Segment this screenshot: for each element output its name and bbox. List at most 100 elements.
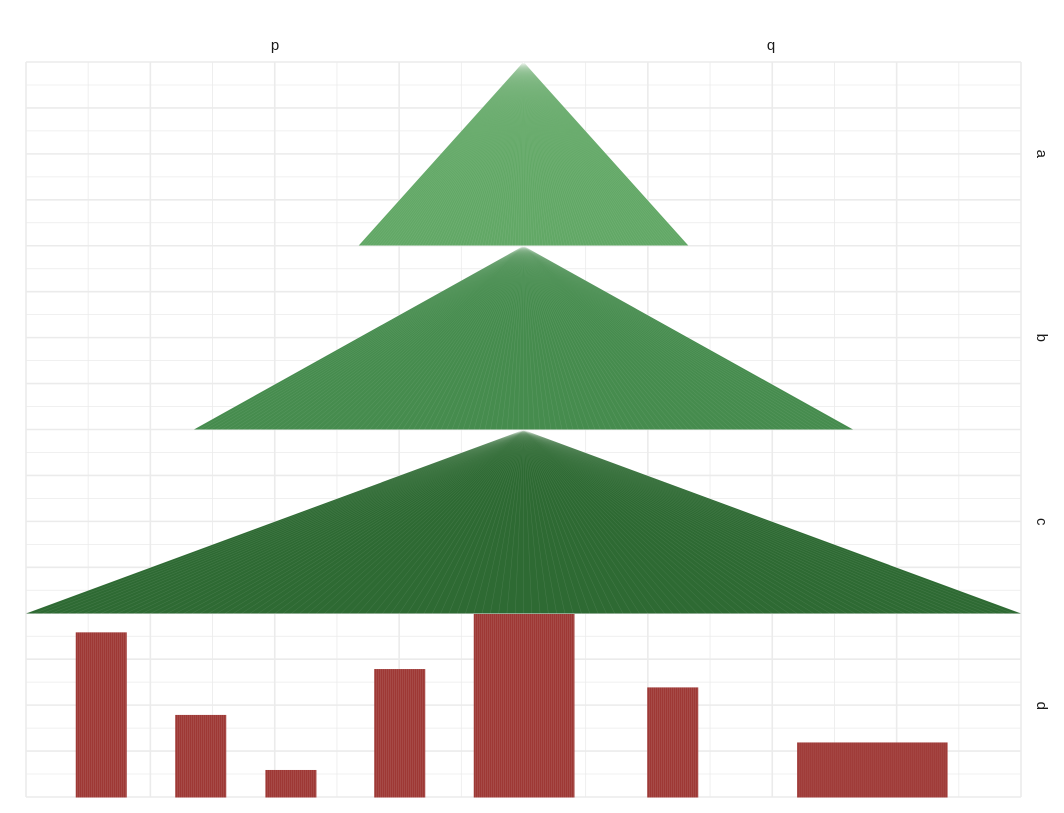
tree-fan-line bbox=[523, 61, 585, 246]
tree-fan-line bbox=[448, 429, 524, 614]
tree-fan-line bbox=[523, 245, 568, 430]
tree-fan-line bbox=[523, 245, 563, 430]
tree-fan-line bbox=[523, 429, 1005, 614]
tree-fan-line bbox=[523, 61, 683, 246]
tree-fan-line bbox=[199, 245, 524, 430]
tree-fan-line bbox=[523, 429, 930, 614]
tree-fan-line bbox=[191, 429, 524, 614]
tree-fan-line bbox=[456, 429, 524, 614]
tree-fan-line bbox=[523, 61, 604, 246]
tree-fan-line bbox=[523, 429, 939, 614]
tree-fan-line bbox=[493, 61, 524, 246]
tree-fan-line bbox=[523, 429, 615, 614]
tree-fan-line bbox=[34, 429, 524, 614]
tree-fan-line bbox=[523, 245, 815, 430]
tree-fan-line bbox=[523, 245, 640, 430]
tree-fan-line bbox=[523, 429, 972, 614]
tree-fan-line bbox=[523, 61, 593, 246]
tree-fan-line bbox=[523, 245, 552, 430]
tree-fan-line bbox=[523, 245, 689, 430]
tree-fan-line bbox=[421, 61, 524, 246]
bar-1 bbox=[75, 632, 127, 798]
tree-fan-line bbox=[258, 429, 524, 614]
tree-fan-line bbox=[523, 245, 799, 430]
tree-fan-line bbox=[523, 429, 748, 614]
bar-6 bbox=[647, 687, 699, 798]
tree-fan-line bbox=[523, 429, 591, 614]
tree-fan-line bbox=[523, 245, 629, 430]
tree-fan-line bbox=[374, 61, 524, 246]
tree-fan-line bbox=[423, 429, 524, 614]
tree-fan-line bbox=[501, 245, 524, 430]
tree-fan-line bbox=[208, 429, 524, 614]
tree-fan-line bbox=[523, 429, 988, 614]
tree-fan-line bbox=[523, 245, 656, 430]
tree-fan-line bbox=[443, 61, 524, 246]
tree-fan-line bbox=[460, 61, 524, 246]
tree-fan-line bbox=[380, 61, 524, 246]
tree-fan-line bbox=[523, 245, 574, 430]
tree-fan-line bbox=[394, 61, 524, 246]
tree-fan-line bbox=[457, 245, 524, 430]
tree-fan-line bbox=[429, 245, 524, 430]
tree-fan-line bbox=[501, 61, 524, 246]
tree-fan-line bbox=[523, 245, 607, 430]
tree-fan-line bbox=[523, 61, 582, 246]
tree-layer-a bbox=[358, 61, 689, 246]
tree-fan-line bbox=[523, 61, 634, 246]
tree-fan-line bbox=[523, 245, 788, 430]
tree-fan-line bbox=[476, 61, 524, 246]
tree-fan-line bbox=[523, 61, 648, 246]
tree-fan-line bbox=[266, 429, 524, 614]
tree-fan-line bbox=[440, 245, 524, 430]
tree-fan-line bbox=[259, 245, 524, 430]
tree-fan-line bbox=[523, 245, 755, 430]
tree-fan-line bbox=[523, 245, 826, 430]
tree-fan-line bbox=[523, 61, 640, 246]
tree-fan-line bbox=[92, 429, 524, 614]
tree-fan-line bbox=[331, 245, 524, 430]
tree-fan-line bbox=[418, 245, 524, 430]
tree-fan-line bbox=[523, 245, 810, 430]
tree-fan-line bbox=[402, 61, 524, 246]
tree-fan-line bbox=[523, 429, 673, 614]
tree-fan-line bbox=[200, 429, 524, 614]
column-strip-p: p bbox=[271, 37, 279, 54]
tree-fan-line bbox=[382, 429, 524, 614]
tree-fan-line bbox=[523, 429, 640, 614]
tree-fan-line bbox=[291, 429, 524, 614]
tree-fan-line bbox=[523, 429, 707, 614]
tree-fan-line bbox=[523, 429, 665, 614]
strip-layer: p q a b c d bbox=[271, 37, 1050, 710]
tree-fan-line bbox=[523, 245, 623, 430]
tree-fan-line bbox=[215, 245, 524, 430]
tree-fan-line bbox=[523, 245, 843, 430]
tree-fan-line bbox=[490, 245, 524, 430]
tree-fan-line bbox=[523, 61, 590, 246]
tree-fan-line bbox=[509, 61, 524, 246]
tree-fan-line bbox=[523, 245, 585, 430]
tree-fan-line bbox=[83, 429, 524, 614]
tree-fan-line bbox=[523, 429, 781, 614]
tree-layer bbox=[25, 61, 1022, 614]
tree-fan-line bbox=[523, 245, 535, 430]
tree-fan-line bbox=[495, 245, 524, 430]
row-strip-c: c bbox=[1033, 518, 1050, 526]
tree-fan-line bbox=[506, 61, 524, 246]
tree-fan-line bbox=[523, 429, 607, 614]
tree-fan-line bbox=[523, 61, 651, 246]
tree-fan-line bbox=[523, 429, 980, 614]
tree-fan-line bbox=[523, 245, 673, 430]
tree-fan-line bbox=[523, 61, 620, 246]
tree-fan-line bbox=[416, 61, 524, 246]
tree-fan-line bbox=[349, 429, 524, 614]
tree-fan-line bbox=[364, 61, 524, 246]
tree-fan-line bbox=[270, 245, 524, 430]
tree-fan-line bbox=[385, 245, 524, 430]
tree-fan-line bbox=[523, 429, 798, 614]
tree-fan-line bbox=[484, 245, 524, 430]
tree-triangle-a bbox=[358, 62, 689, 246]
tree-fan-line bbox=[523, 245, 530, 430]
tree-fan-line bbox=[523, 429, 831, 614]
tree-fan-line bbox=[523, 245, 722, 430]
